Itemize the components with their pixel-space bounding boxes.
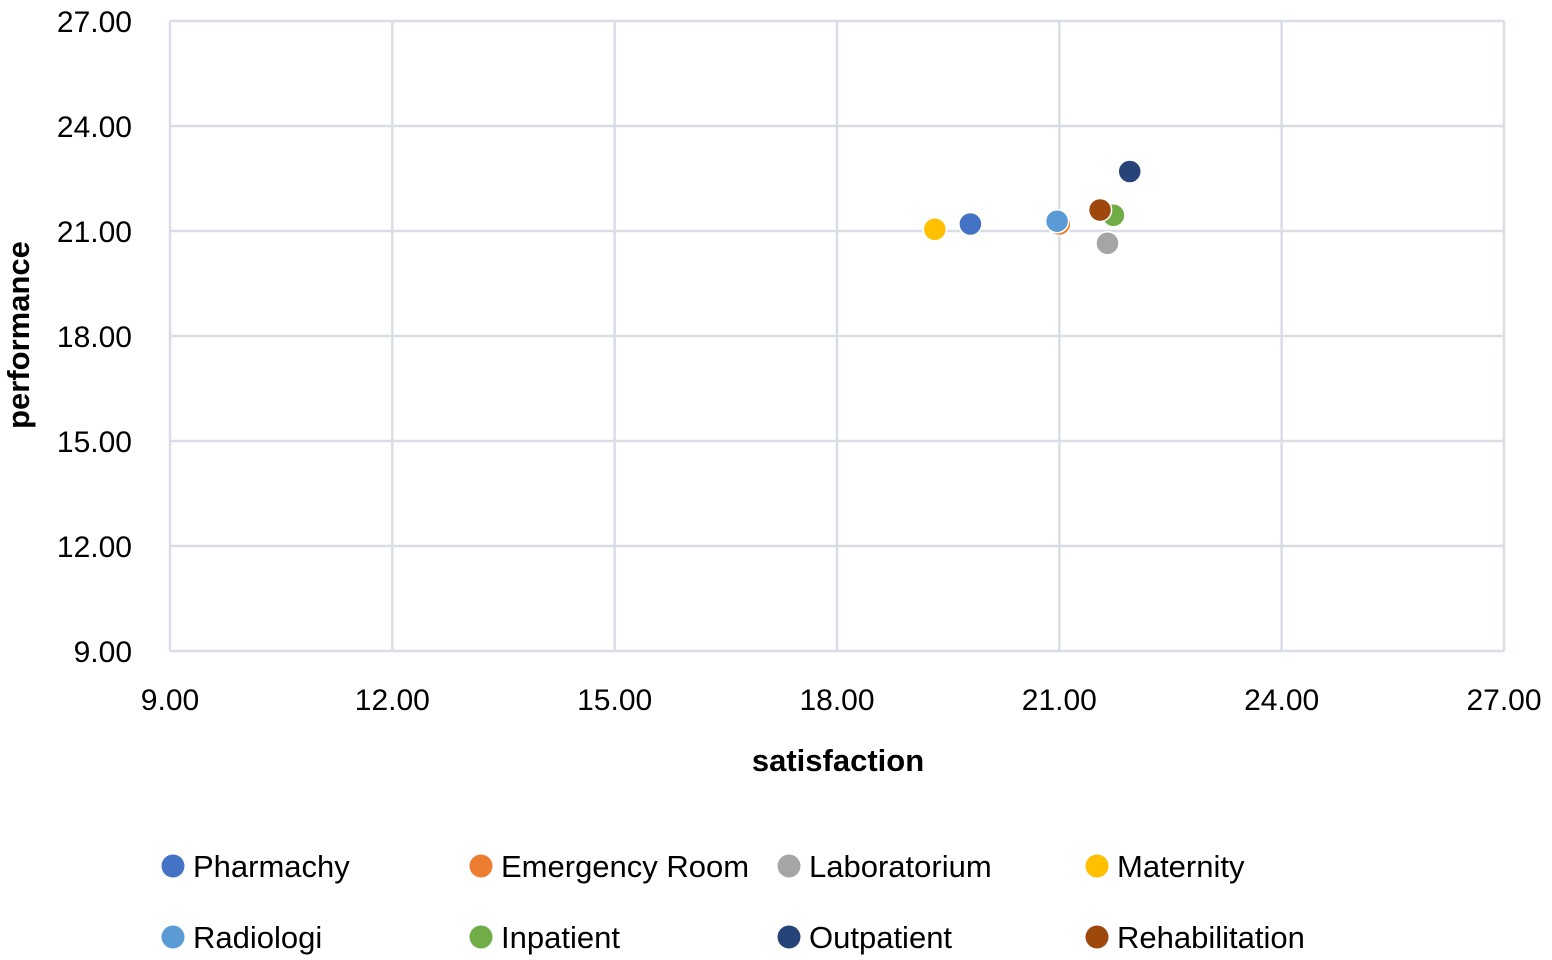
legend-label: Maternity	[1117, 849, 1245, 884]
x-tick-label: 24.00	[1244, 684, 1319, 717]
legend-marker	[777, 925, 801, 949]
x-tick-label: 18.00	[799, 684, 874, 717]
legend-label: Laboratorium	[809, 849, 992, 884]
y-axis-title: performance	[1, 241, 36, 429]
legend-label: Inpatient	[501, 920, 620, 955]
x-tick-label: 27.00	[1466, 684, 1541, 717]
data-point	[922, 217, 948, 242]
data-points	[922, 159, 1142, 256]
legend-marker	[161, 925, 185, 949]
data-point	[958, 211, 983, 237]
y-axis-ticks: 9.00 12.00 15.00 18.00 21.00 24.00 27.00	[57, 6, 132, 669]
y-tick-label: 15.00	[57, 426, 132, 459]
data-point	[1044, 208, 1070, 234]
y-tick-label: 9.00	[74, 636, 132, 669]
x-tick-label: 15.00	[577, 684, 652, 717]
y-tick-label: 12.00	[57, 531, 132, 564]
y-tick-label: 18.00	[57, 321, 132, 354]
legend-label: Emergency Room	[501, 849, 749, 884]
legend-marker	[777, 854, 801, 878]
legend-marker	[1085, 854, 1109, 878]
legend-label: Outpatient	[809, 920, 952, 955]
legend: Pharmachy Emergency Room Laboratorium Mater…	[161, 849, 1305, 955]
y-tick-label: 24.00	[57, 111, 132, 144]
legend-label: Rehabilitation	[1117, 920, 1305, 955]
y-tick-label: 27.00	[57, 6, 132, 39]
legend-marker	[161, 854, 185, 878]
legend-marker	[1085, 925, 1109, 949]
data-point	[1117, 159, 1142, 184]
x-axis-title: satisfaction	[752, 743, 924, 778]
legend-label: Pharmachy	[193, 849, 350, 884]
data-point	[1087, 197, 1113, 223]
y-tick-label: 21.00	[57, 216, 132, 249]
legend-marker	[469, 854, 493, 878]
x-tick-label: 9.00	[141, 684, 199, 717]
grid-lines	[168, 19, 1506, 653]
x-axis-ticks: 9.00 12.00 15.00 18.00 21.00 24.00 27.00	[141, 684, 1542, 717]
legend-marker	[469, 925, 493, 949]
x-tick-label: 21.00	[1022, 684, 1097, 717]
x-tick-label: 12.00	[355, 684, 430, 717]
data-point	[1095, 231, 1120, 256]
legend-label: Radiologi	[193, 920, 322, 955]
